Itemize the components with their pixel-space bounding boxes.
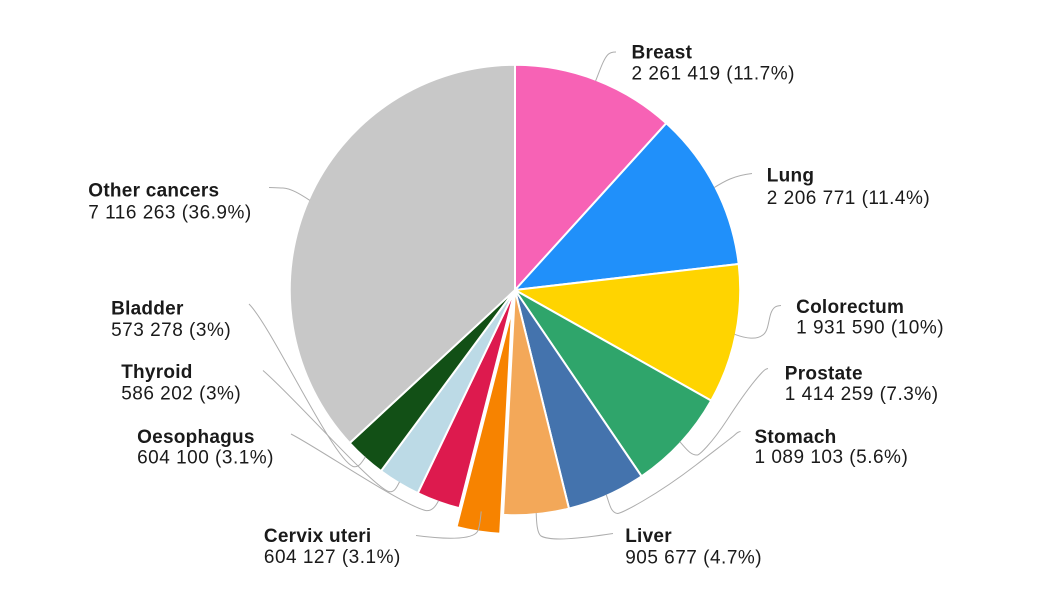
svg-text:604 100 (3.1%): 604 100 (3.1%)	[137, 448, 274, 469]
svg-text:573 278 (3%): 573 278 (3%)	[111, 320, 231, 341]
svg-text:2 206 771 (11.4%): 2 206 771 (11.4%)	[767, 188, 930, 209]
svg-text:604 127 (3.1%): 604 127 (3.1%)	[264, 547, 401, 568]
svg-text:Colorectum: Colorectum	[796, 297, 904, 318]
svg-text:905 677 (4.7%): 905 677 (4.7%)	[625, 548, 762, 569]
svg-text:2 261 419 (11.7%): 2 261 419 (11.7%)	[632, 64, 795, 85]
svg-text:Bladder: Bladder	[111, 299, 184, 320]
svg-text:586 202 (3%): 586 202 (3%)	[121, 383, 241, 404]
svg-text:Lung: Lung	[767, 165, 814, 186]
svg-text:1 089 103 (5.6%): 1 089 103 (5.6%)	[755, 447, 909, 468]
svg-text:Oesophagus: Oesophagus	[137, 427, 255, 448]
svg-text:Other cancers: Other cancers	[88, 180, 219, 201]
svg-text:1 931 590 (10%): 1 931 590 (10%)	[796, 318, 944, 339]
svg-text:Thyroid: Thyroid	[121, 362, 192, 383]
svg-text:Prostate: Prostate	[785, 364, 863, 385]
svg-text:Breast: Breast	[632, 42, 693, 63]
svg-text:Cervix uteri: Cervix uteri	[264, 526, 372, 547]
svg-text:1 414 259 (7.3%): 1 414 259 (7.3%)	[785, 384, 939, 405]
svg-text:Liver: Liver	[625, 526, 672, 547]
svg-text:7 116 263 (36.9%): 7 116 263 (36.9%)	[88, 203, 251, 224]
svg-text:Stomach: Stomach	[755, 427, 837, 448]
